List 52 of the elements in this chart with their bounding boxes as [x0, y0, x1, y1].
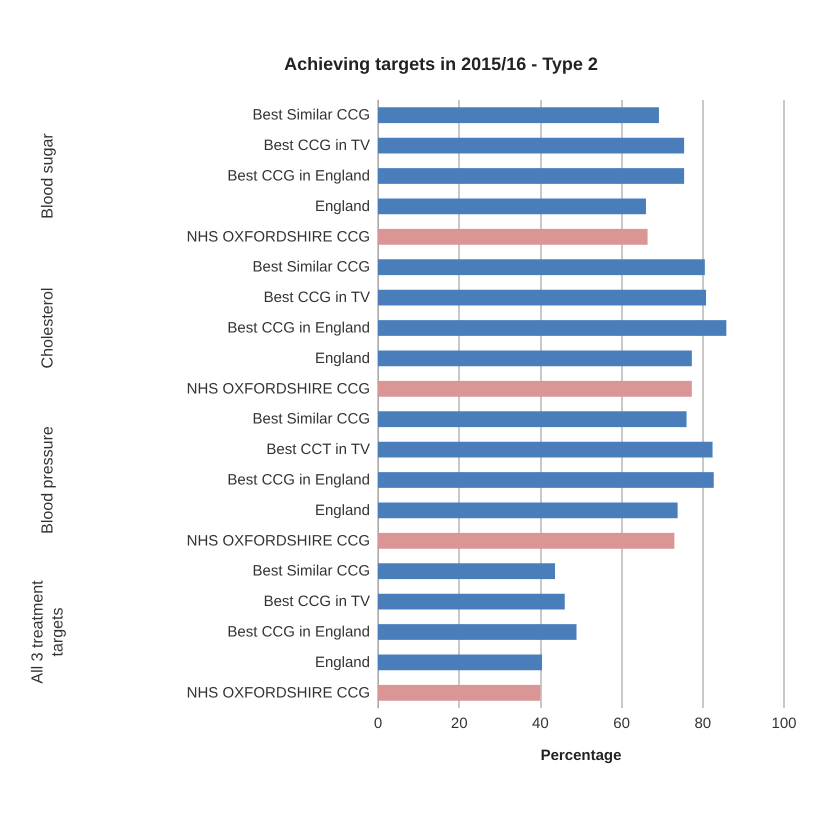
bar — [378, 320, 726, 336]
y-tick-label: Best CCG in England — [227, 168, 370, 184]
bar — [378, 684, 540, 701]
bar — [378, 594, 565, 610]
x-tick-label: 40 — [532, 715, 549, 732]
y-tick-label: NHS OXFORDSHIRE CCG — [186, 532, 370, 550]
y-tick-label: Best CCG in TV — [264, 593, 370, 610]
chart-title: Achieving targets in 2015/16 - Type 2 — [284, 54, 598, 74]
bar — [378, 442, 713, 458]
x-axis-title: Percentage — [540, 747, 622, 764]
bar — [378, 502, 678, 518]
y-tick-label: NHS OXFORDSHIRE CCG — [186, 228, 370, 246]
bar — [378, 228, 648, 245]
x-tick-label: 80 — [694, 715, 712, 732]
bar — [378, 532, 674, 549]
y-tick-label: England — [314, 198, 370, 215]
bar — [378, 259, 705, 276]
y-tick-label: Best CCG in England — [227, 472, 370, 488]
text: All 3 treatment targets — [30, 580, 66, 684]
y-tick-label: NHS OXFORDSHIRE CCG — [186, 684, 370, 702]
text: Cholesterol — [40, 288, 56, 368]
y-tick-label: Best CCG in England — [227, 624, 370, 640]
bar — [378, 654, 542, 670]
y-tick-label: Best Similar CCG — [252, 562, 370, 580]
y-tick-label: England — [314, 350, 370, 367]
y-tick-label: Best CCG in TV — [264, 289, 370, 306]
bar — [378, 290, 706, 306]
bar — [378, 107, 659, 124]
y-tick-label: Best CCG in TV — [264, 137, 370, 154]
bar — [378, 472, 714, 488]
x-tick-label: 0 — [374, 715, 382, 732]
y-tick-label: NHS OXFORDSHIRE CCG — [186, 380, 370, 398]
y-tick-label: Best CCT in TV — [266, 441, 370, 458]
y-tick-label: Best CCG in England — [227, 320, 370, 336]
y-tick-label: England — [314, 654, 370, 671]
bar — [378, 138, 684, 154]
x-tick-label: 60 — [613, 715, 630, 732]
y-tick-label: Best Similar CCG — [252, 410, 370, 428]
bar — [378, 350, 692, 366]
text: Blood pressure — [40, 426, 56, 534]
bar — [378, 168, 684, 184]
x-tick-label: 100 — [771, 715, 797, 732]
y-tick-label: Best Similar CCG — [252, 106, 370, 124]
text: Blood sugar — [40, 132, 56, 219]
bar — [378, 198, 646, 214]
y-tick-label: Best Similar CCG — [252, 258, 370, 276]
bar — [378, 624, 577, 640]
y-tick-label: England — [314, 502, 370, 519]
bar — [378, 380, 692, 397]
bar — [378, 563, 556, 580]
bar — [378, 411, 687, 428]
x-tick-label: 20 — [450, 715, 468, 732]
